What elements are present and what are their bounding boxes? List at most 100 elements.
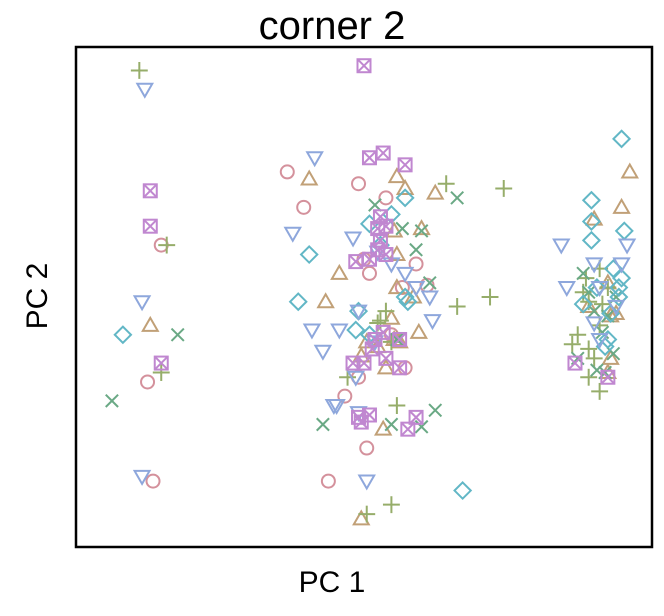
boxtimes-marker: [375, 145, 391, 161]
circle-marker: [320, 473, 336, 489]
nabla-marker: [343, 231, 363, 248]
triangle-marker: [299, 169, 319, 186]
boxtimes-marker: [392, 360, 408, 376]
diamond-marker: [601, 303, 621, 324]
nabla-marker: [382, 257, 401, 274]
boxtimes-marker: [361, 251, 377, 267]
cross-marker: [576, 266, 591, 281]
plus-marker: [585, 349, 603, 367]
diamond-marker: [573, 294, 593, 314]
triangle-marker: [352, 509, 371, 526]
cross-marker: [395, 221, 410, 236]
diamond-marker: [581, 190, 601, 210]
diamond-marker: [612, 129, 632, 149]
plus-marker: [577, 269, 595, 287]
diamond-marker: [612, 268, 632, 288]
plus-marker: [569, 326, 587, 344]
boxtimes-marker: [364, 341, 380, 357]
nabla-marker: [590, 281, 609, 298]
boxtimes-marker: [142, 218, 158, 234]
nabla-marker: [606, 299, 626, 316]
triangle-marker: [620, 162, 639, 179]
boxtimes-marker: [353, 414, 369, 430]
diamond-marker: [609, 287, 629, 307]
data-marks: [105, 58, 639, 526]
circle-marker: [361, 265, 377, 281]
cross-marker: [384, 417, 399, 432]
boxtimes-marker: [153, 355, 169, 371]
triangle-marker: [395, 178, 415, 195]
chart-title: corner 2: [258, 4, 406, 48]
boxtimes-marker: [378, 350, 394, 366]
plus-marker: [130, 61, 148, 79]
plus-marker: [580, 340, 598, 358]
triangle-marker: [426, 183, 445, 200]
plus-marker: [481, 288, 499, 306]
cross-marker: [368, 198, 382, 212]
triangle-marker: [387, 167, 407, 184]
boxtimes-marker: [370, 242, 386, 258]
nabla-marker: [552, 238, 571, 255]
boxtimes-marker: [378, 218, 394, 234]
cross-marker: [316, 417, 330, 432]
diamond-marker: [598, 329, 618, 350]
cross-marker: [105, 393, 119, 408]
nabla-marker: [132, 469, 152, 486]
nabla-marker: [617, 238, 637, 255]
nabla-marker: [395, 266, 415, 283]
plus-marker: [388, 397, 406, 415]
cross-marker: [409, 242, 423, 257]
diamond-marker: [395, 287, 415, 307]
plus-marker: [448, 297, 466, 315]
circle-marker: [337, 388, 353, 404]
nabla-marker: [557, 281, 576, 298]
boxtimes-marker: [567, 355, 583, 371]
nabla-marker: [590, 332, 609, 349]
triangle-marker: [316, 292, 335, 309]
circle-marker: [408, 256, 424, 272]
nabla-marker: [135, 82, 155, 99]
cross-marker: [414, 419, 429, 434]
boxtimes-marker: [397, 157, 413, 173]
boxtimes-marker: [348, 254, 364, 270]
plus-marker: [377, 302, 395, 320]
circle-marker: [296, 199, 312, 215]
cross-marker: [428, 403, 443, 418]
triangle-marker: [376, 358, 396, 375]
triangle-marker: [387, 278, 407, 295]
diamond-marker: [453, 480, 473, 501]
triangle-marker: [601, 348, 620, 365]
boxtimes-marker: [392, 331, 408, 347]
diamond-marker: [299, 244, 319, 265]
triangle-marker: [330, 263, 349, 280]
nabla-marker: [349, 304, 368, 321]
plus-marker: [158, 236, 176, 254]
nabla-marker: [423, 314, 442, 331]
nabla-marker: [132, 295, 152, 312]
nabla-marker: [330, 323, 349, 340]
triangle-marker: [612, 197, 631, 214]
circle-marker: [378, 190, 394, 206]
x-axis-label: PC 1: [298, 566, 366, 599]
nabla-marker: [357, 474, 376, 491]
diamond-marker: [113, 325, 133, 345]
boxtimes-marker: [356, 58, 372, 74]
nabla-marker: [283, 226, 302, 243]
nabla-marker: [584, 257, 604, 274]
triangle-marker: [409, 322, 429, 339]
plus-marker: [358, 505, 376, 523]
boxtimes-marker: [378, 247, 394, 263]
nabla-marker: [584, 316, 604, 333]
diamond-marker: [395, 188, 415, 208]
cross-marker: [170, 327, 185, 342]
nabla-marker: [324, 399, 344, 416]
circle-marker: [145, 473, 161, 489]
triangle-marker: [579, 296, 598, 313]
triangle-marker: [584, 209, 604, 226]
circle-marker: [279, 164, 295, 180]
circle-marker: [359, 440, 375, 456]
nabla-marker: [346, 370, 365, 387]
nabla-marker: [612, 257, 631, 274]
diamond-marker: [398, 292, 418, 312]
